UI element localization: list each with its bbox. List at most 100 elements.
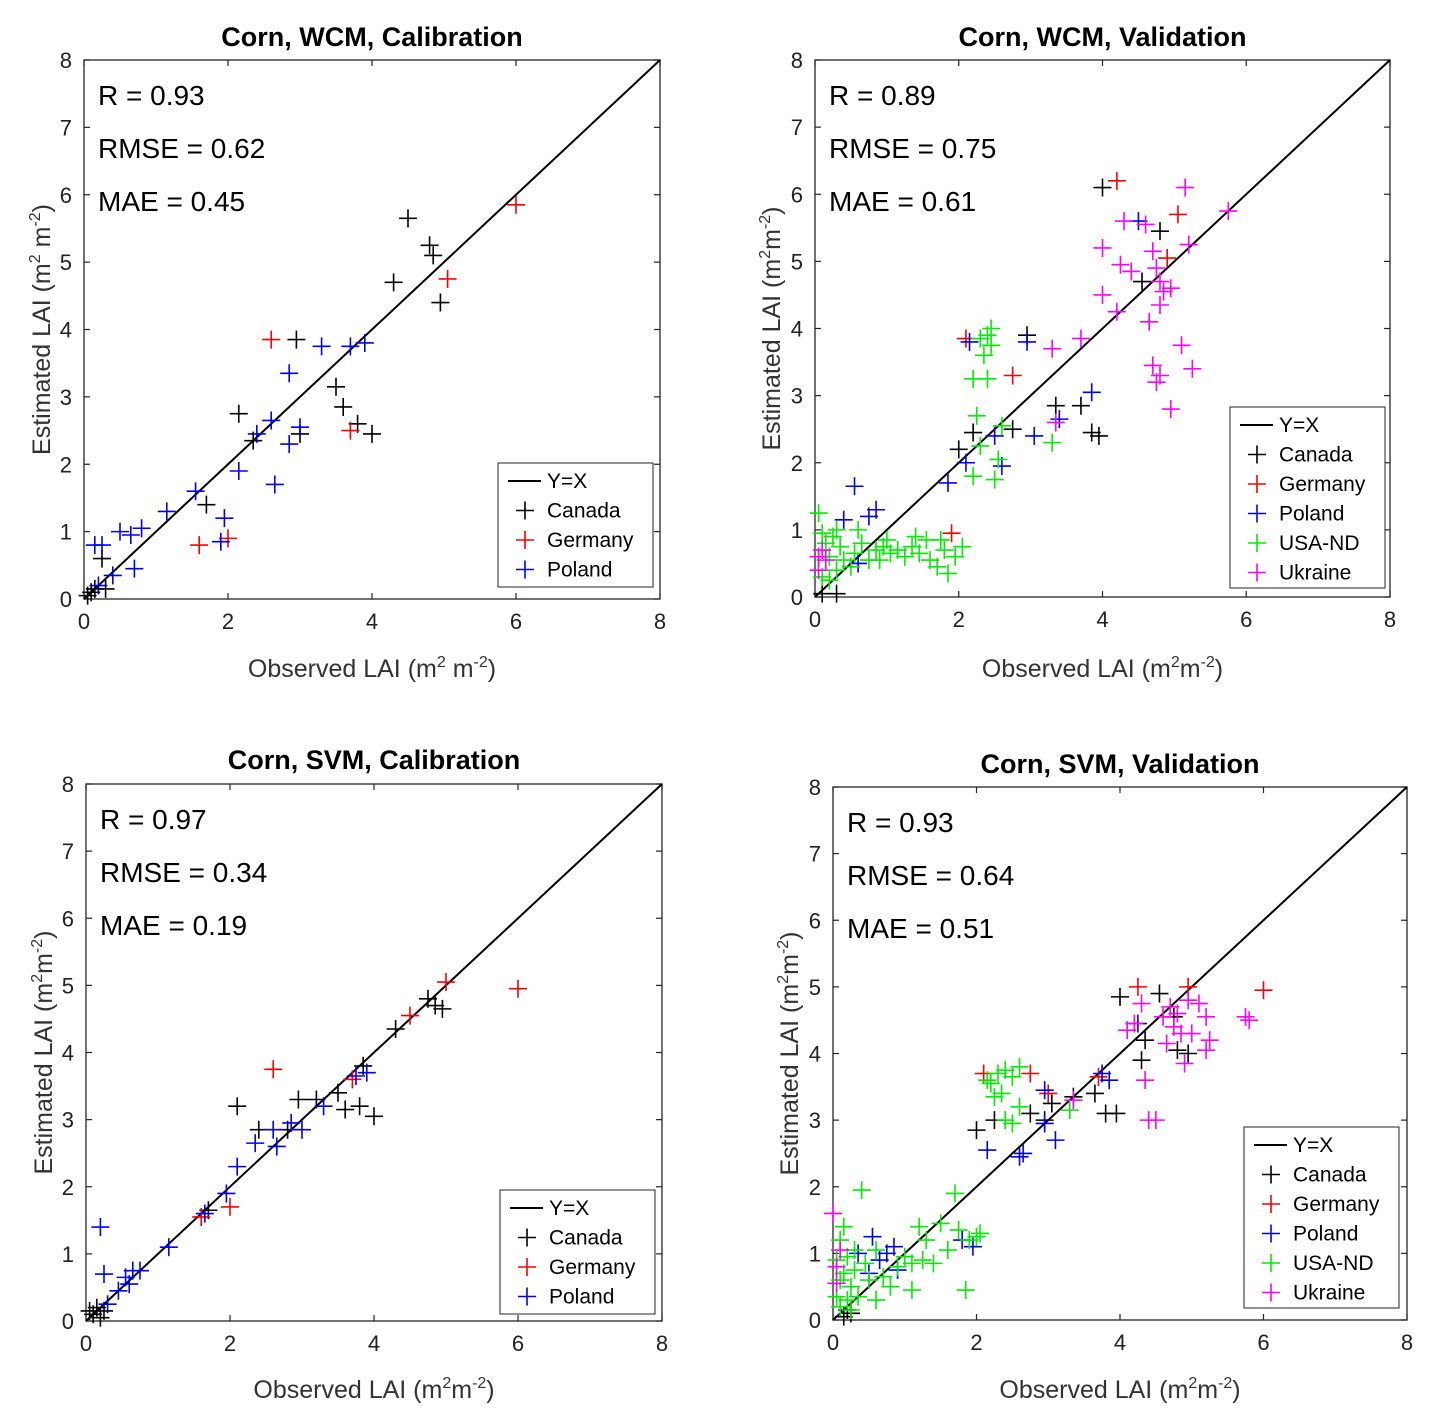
y-tick-label: 5 [62,973,74,998]
x-axis-label-part: -2 [1201,654,1215,671]
data-point [1107,171,1126,190]
data-point [881,1277,900,1296]
legend-label: Poland [549,1286,614,1309]
data-point [365,1107,383,1126]
y-tick-label: 2 [809,1175,821,1200]
data-point [347,1066,365,1085]
y-axis-label-part: ) [776,931,804,939]
data-point [931,530,950,549]
series-germany [942,171,1187,543]
data-point [1046,413,1065,432]
legend-label: USA-ND [1293,1252,1374,1275]
data-point [1154,1007,1173,1026]
y-tick-label: 8 [791,48,803,73]
stat-label: R = 0.97 [100,804,207,835]
legend-label: Y=X [549,1197,589,1220]
data-point [1151,272,1169,291]
data-point [1125,1014,1144,1033]
data-point [1140,312,1159,331]
data-point [287,330,306,349]
data-point [989,1064,1008,1083]
y-axis-label-part: 2 [757,250,774,259]
data-point [845,477,864,496]
data-point [195,1204,214,1223]
data-point [437,973,455,992]
data-point [834,1217,853,1236]
y-axis-label: Estimated LAI (m2 m-2) [27,204,56,455]
legend-label: Ukraine [1279,562,1351,585]
y-axis-label-part: -2 [757,215,774,229]
data-point [96,579,115,598]
data-point [985,1087,1004,1106]
x-axis-label-part: m [446,655,474,683]
x-tick-label: 2 [224,1331,236,1356]
x-axis-label: Observed LAI (m2m-2) [253,1375,494,1404]
data-point [228,1097,247,1116]
data-point [329,1083,347,1102]
data-point [935,541,954,560]
data-point [967,406,986,425]
data-point [1093,285,1112,304]
legend-marker [1262,1165,1280,1184]
data-point [913,1251,932,1270]
data-point [350,1097,369,1116]
legend-marker [1262,1254,1280,1272]
data-point [931,1214,950,1233]
data-point [91,1218,110,1237]
y-tick-label: 6 [791,182,803,207]
data-point [1219,202,1238,221]
x-axis-label-part: Observed LAI (m [999,1376,1188,1404]
y-tick-label: 5 [791,249,803,274]
data-point [949,1221,968,1240]
x-axis-label-part: -2 [1218,1375,1232,1392]
data-point [89,576,108,595]
data-point [424,246,443,265]
x-tick-label: 6 [512,1331,524,1356]
y-axis-label: Estimated LAI (m2m-2) [757,206,786,450]
data-point [824,1204,842,1223]
data-point [1151,366,1169,385]
data-point [262,411,281,430]
legend-label: Canada [549,1227,623,1250]
data-point [197,495,216,514]
data-point [1010,1057,1029,1076]
x-tick-label: 2 [953,607,965,632]
data-point [816,551,835,570]
data-point [1161,400,1180,419]
y-tick-label: 0 [809,1308,821,1333]
data-point [121,525,140,544]
x-axis-label: Observed LAI (m2 m-2) [248,654,496,683]
data-point [827,520,846,539]
y-axis-label-part: m [758,229,786,250]
legend: Y=X Canada Germany Poland USA-ND Ukraine [1243,1126,1400,1309]
y-tick-label: 8 [60,48,72,73]
data-point [827,584,846,603]
data-point [221,1197,239,1216]
legend: Y=X Canada Germany Poland [497,462,654,588]
chart-title: Corn, WCM, Calibration [221,22,522,52]
stat-label: R = 0.93 [98,80,205,111]
data-point [888,1257,907,1276]
y-axis-label-part: 2 [27,254,44,263]
data-point [211,532,230,551]
data-point [1025,426,1044,445]
data-point [1122,262,1141,281]
legend-label: Germany [549,1256,636,1279]
y-tick-label: 2 [62,1175,74,1200]
y-tick-label: 3 [62,1108,74,1133]
data-point [841,1277,860,1296]
data-point [1021,1064,1040,1083]
legend-marker [1248,475,1266,493]
data-point [229,461,248,480]
reference-line [814,59,1391,598]
x-axis-label-part: 2 [437,654,446,671]
y-tick-label: 4 [791,317,803,342]
reference-line [83,59,661,600]
legend-marker [1248,504,1266,523]
data-point [978,1141,997,1160]
x-tick-label: 8 [654,609,666,634]
data-point [1132,1051,1151,1070]
data-point [1132,994,1151,1013]
data-point [1039,1084,1058,1103]
data-point [1010,1147,1029,1166]
